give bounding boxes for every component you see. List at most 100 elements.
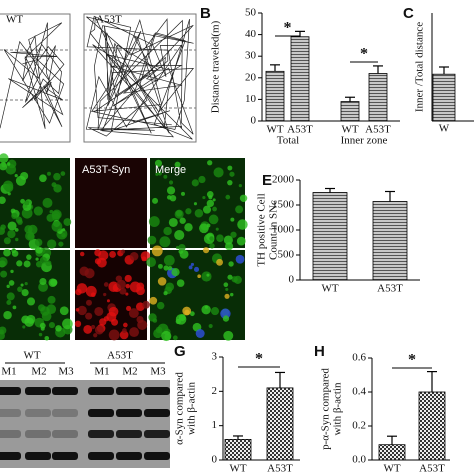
cell: [233, 275, 242, 284]
cell: [42, 197, 53, 208]
cell: [48, 322, 55, 329]
cell: [129, 327, 140, 338]
x-tick-label: WT: [321, 283, 338, 295]
cell: [147, 235, 157, 245]
cell: [15, 237, 19, 242]
cell: [184, 223, 193, 232]
cell: [26, 254, 32, 260]
cell: [74, 320, 82, 328]
cell: [111, 318, 119, 326]
arena: [0, 13, 71, 143]
cell: [191, 179, 199, 187]
cell: [149, 296, 158, 305]
band: [144, 387, 170, 395]
cell: [180, 191, 185, 196]
cell: [14, 227, 19, 232]
cell: [223, 282, 229, 287]
cell: [174, 209, 184, 219]
cell: [216, 258, 223, 266]
significance-star: *: [408, 352, 416, 369]
group-label: Inner zone: [341, 135, 388, 147]
cell: [62, 318, 73, 330]
band: [144, 409, 170, 417]
y-tick-label: 1500: [272, 199, 295, 211]
cell: [142, 300, 151, 309]
panel-letter: H: [314, 343, 325, 360]
band: [144, 452, 170, 460]
cell: [22, 325, 26, 329]
cell: [83, 324, 93, 334]
cell: [38, 332, 43, 337]
y-tick-label: 1: [212, 419, 218, 431]
cell: [115, 275, 123, 282]
cell: [41, 311, 52, 322]
x-tick-label: WT: [266, 124, 283, 136]
cell: [0, 196, 6, 205]
y-tick-label: 50: [245, 7, 257, 19]
cell: [55, 325, 62, 332]
bar: [378, 444, 406, 461]
cell: [109, 251, 116, 258]
x-tick-label: WT: [383, 463, 400, 474]
cell: [51, 209, 62, 220]
band: [88, 387, 114, 395]
arena-label: WT: [6, 14, 23, 26]
cell: [195, 329, 205, 339]
cell: [0, 162, 8, 171]
cell: [198, 175, 206, 184]
cell: [38, 282, 48, 292]
lane-label: M3: [150, 366, 166, 378]
cell: [225, 287, 229, 291]
panel-letter: E: [262, 172, 272, 189]
cell: [17, 286, 23, 293]
cell: [39, 322, 46, 329]
significance-star: *: [284, 20, 292, 37]
bar: [372, 201, 408, 281]
cell: [8, 280, 15, 286]
cell: [224, 293, 230, 299]
cell: [35, 246, 43, 254]
channel-label: Merge: [155, 164, 186, 176]
cell: [122, 328, 127, 333]
cell: [121, 249, 126, 254]
y-tick-label: 40: [245, 28, 257, 40]
cell: [0, 270, 8, 278]
western-blot: M1 M2 M3 M1 M2 M3: [0, 366, 170, 468]
group-label: WT: [23, 350, 40, 362]
x-tick-label: WT: [341, 124, 358, 136]
cell: [0, 257, 8, 267]
band: [52, 430, 78, 438]
band: [25, 409, 51, 417]
cell: [230, 292, 234, 297]
cell: [168, 180, 174, 185]
cell: [20, 283, 24, 287]
y-tick-label: 0.0: [352, 454, 366, 466]
cell: [6, 292, 15, 301]
band: [52, 452, 78, 460]
cell: [6, 162, 11, 166]
cell: [45, 260, 52, 267]
cell: [12, 305, 17, 310]
band: [0, 387, 21, 395]
tracks: [0, 15, 195, 140]
arena-label: A53T: [96, 14, 122, 26]
cell: [51, 221, 63, 232]
group-label: Total: [277, 135, 299, 147]
cell: [0, 224, 6, 230]
y-axis-label: p-α-Syn compared: [320, 368, 332, 450]
cell: [46, 304, 57, 314]
cell: [227, 165, 233, 171]
cell: [235, 205, 244, 214]
cell: [165, 282, 175, 292]
significance-star: *: [360, 46, 368, 63]
cell: [174, 229, 185, 241]
panel-letter: G: [174, 343, 186, 360]
cell: [163, 174, 168, 179]
cell: [103, 316, 109, 322]
cell: [94, 249, 102, 257]
x-tick-label: A53T: [267, 463, 293, 474]
y-axis-label: Inner /Total distance: [414, 22, 426, 112]
cell: [47, 171, 51, 176]
cell: [62, 228, 66, 232]
cell: [33, 206, 43, 216]
